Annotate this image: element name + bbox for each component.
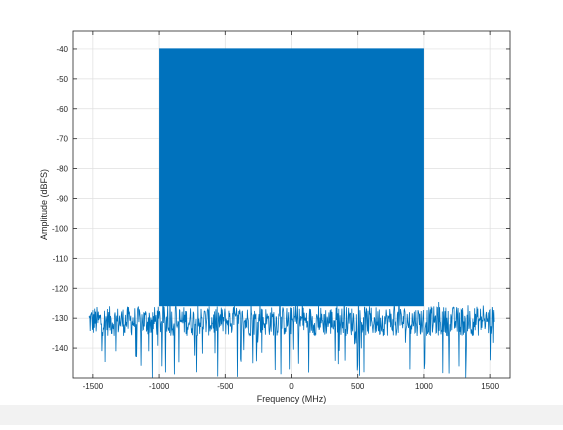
y-tick-label: -80 — [56, 165, 68, 174]
y-tick-label: -140 — [52, 344, 69, 353]
y-tick-label: -110 — [53, 254, 69, 263]
x-tick-label: 500 — [351, 382, 365, 391]
y-tick-label: -50 — [56, 75, 68, 84]
figure-bottom-strip — [0, 405, 563, 425]
noise-floor-trace — [88, 300, 495, 378]
x-tick-label: -1000 — [149, 382, 170, 391]
x-tick-label: -1500 — [83, 382, 104, 391]
x-tick-label: 0 — [289, 382, 294, 391]
x-tick-label: 1000 — [415, 382, 433, 391]
y-tick-label: -40 — [56, 45, 68, 54]
tick-labels: -1500 -1000 -500 0 500 1000 1500 -40 -50 -60 -70 -8… — [52, 45, 500, 391]
passband-fill — [159, 48, 424, 307]
x-axis-label: Frequency (MHz) — [257, 394, 327, 404]
y-tick-label: -100 — [52, 224, 69, 233]
y-tick-label: -130 — [52, 314, 69, 323]
tick-marks — [73, 31, 510, 378]
y-axis-label: Amplitude (dBFS) — [39, 169, 49, 240]
x-tick-label: -500 — [217, 382, 234, 391]
y-tick-label: -60 — [56, 105, 68, 114]
x-tick-label: 1500 — [481, 382, 499, 391]
y-tick-label: -70 — [56, 135, 68, 144]
y-tick-label: -90 — [56, 195, 68, 204]
y-tick-label: -120 — [52, 284, 69, 293]
data-series — [88, 48, 495, 378]
